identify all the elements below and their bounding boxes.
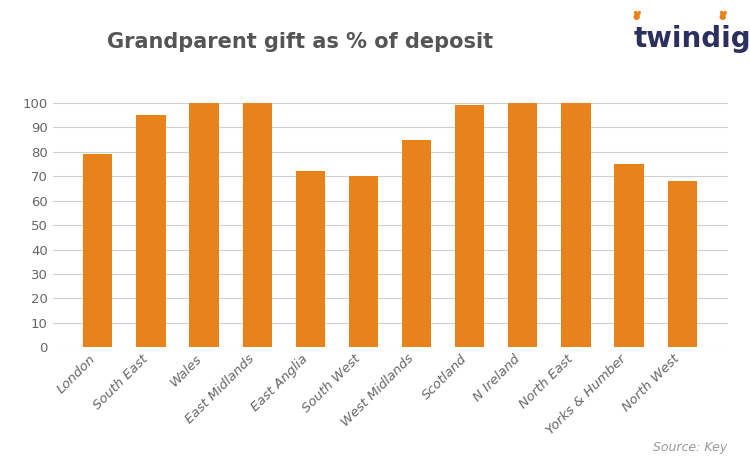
- Bar: [190, 103, 219, 347]
- Text: ●: ●: [632, 12, 640, 21]
- Bar: [296, 171, 325, 347]
- Text: Grandparent gift as % of deposit: Grandparent gift as % of deposit: [107, 31, 493, 52]
- Bar: [136, 115, 166, 347]
- Bar: [402, 139, 431, 347]
- Bar: [455, 106, 484, 347]
- Text: ♥: ♥: [718, 10, 727, 20]
- Text: ●: ●: [718, 12, 726, 21]
- Bar: [349, 176, 378, 347]
- Bar: [83, 154, 112, 347]
- Bar: [561, 103, 590, 347]
- Bar: [509, 103, 538, 347]
- Bar: [614, 164, 644, 347]
- Text: ♥: ♥: [632, 10, 641, 20]
- Text: twindig: twindig: [634, 25, 750, 53]
- Bar: [242, 103, 272, 347]
- Text: Source: Key: Source: Key: [653, 441, 728, 454]
- Bar: [668, 181, 697, 347]
